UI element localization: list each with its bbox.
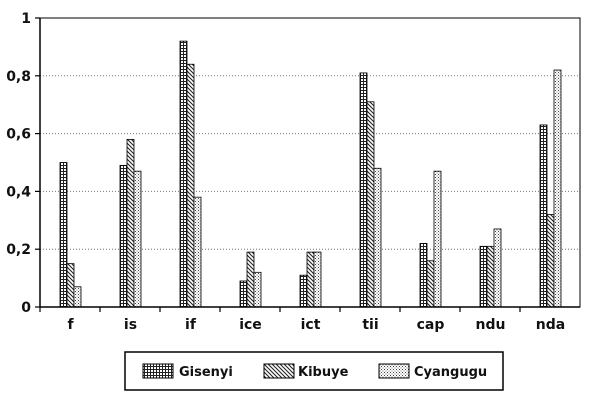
y-tick-label: 0 bbox=[21, 300, 31, 316]
bar-gisenyi-ndu bbox=[479, 245, 488, 308]
x-tick-label-ice: ice bbox=[239, 317, 262, 333]
bar-gisenyi-ice bbox=[239, 280, 248, 308]
bar-cyangugu-tii bbox=[373, 167, 382, 308]
bar-cyangugu-if bbox=[193, 196, 202, 308]
bar-gisenyi-if bbox=[179, 40, 188, 308]
y-tick-label: 0,8 bbox=[6, 69, 31, 85]
bar-kibuye-f bbox=[66, 263, 75, 308]
bar-kibuye-if bbox=[186, 63, 195, 308]
x-tick-label-is: is bbox=[124, 317, 137, 333]
bar-kibuye-nda bbox=[546, 214, 555, 308]
x-tick-label-ndu: ndu bbox=[476, 317, 506, 333]
bar-gisenyi-cap bbox=[419, 243, 428, 308]
y-tick-label: 0,2 bbox=[6, 242, 31, 258]
x-tick-label-f: f bbox=[67, 317, 74, 333]
bars bbox=[59, 40, 562, 308]
legend-box bbox=[124, 351, 504, 391]
y-tick-label: 0,4 bbox=[6, 184, 31, 200]
plot-frame bbox=[39, 17, 581, 308]
bar-kibuye-ndu bbox=[486, 245, 495, 308]
legend-label-cyangugu: Cyangugu bbox=[414, 365, 487, 380]
x-tick-label-ict: ict bbox=[301, 317, 321, 333]
legend-label-kibuye: Kibuye bbox=[298, 365, 349, 380]
bar-cyangugu-is bbox=[133, 170, 142, 308]
y-axis-ticks: 0 0,2 0,4 0,6 0,8 1 bbox=[6, 11, 40, 316]
legend-swatch-cyangugu bbox=[378, 363, 410, 379]
x-tick-label-nda: nda bbox=[536, 317, 565, 333]
legend-swatch-kibuye bbox=[263, 363, 295, 379]
bar-kibuye-ice bbox=[246, 251, 255, 308]
y-tick-label: 1 bbox=[21, 11, 31, 27]
bar-kibuye-cap bbox=[426, 260, 435, 308]
x-tick-label-tii: tii bbox=[362, 317, 378, 333]
legend-label-gisenyi: Gisenyi bbox=[179, 365, 233, 380]
x-tick-label-if: if bbox=[185, 317, 197, 333]
bar-kibuye-ict bbox=[306, 251, 315, 308]
bar-cyangugu-nda bbox=[553, 69, 562, 308]
bar-gisenyi-is bbox=[119, 164, 128, 308]
legend: Gisenyi Kibuye Cyangugu bbox=[124, 351, 504, 391]
bar-cyangugu-f bbox=[73, 286, 82, 308]
bar-cyangugu-ict bbox=[313, 251, 322, 308]
bar-kibuye-tii bbox=[366, 101, 375, 308]
legend-swatch-gisenyi bbox=[142, 363, 174, 379]
plot-area: 0 0,2 0,4 0,6 0,8 1 f is if ice ict tii cap ndu nda bbox=[6, 11, 581, 333]
bar-cyangugu-ndu bbox=[493, 228, 502, 308]
y-tick-label: 0,6 bbox=[6, 127, 31, 143]
bar-gisenyi-ict bbox=[299, 274, 308, 308]
bar-gisenyi-f bbox=[59, 162, 68, 308]
bar-cyangugu-cap bbox=[433, 170, 442, 308]
x-tick-label-cap: cap bbox=[417, 317, 445, 333]
bar-gisenyi-tii bbox=[359, 72, 368, 308]
x-axis-ticks: f is if ice ict tii cap ndu nda bbox=[39, 307, 565, 333]
bar-kibuye-is bbox=[126, 138, 135, 308]
bar-gisenyi-nda bbox=[539, 124, 548, 308]
bar-cyangugu-ice bbox=[253, 271, 262, 308]
